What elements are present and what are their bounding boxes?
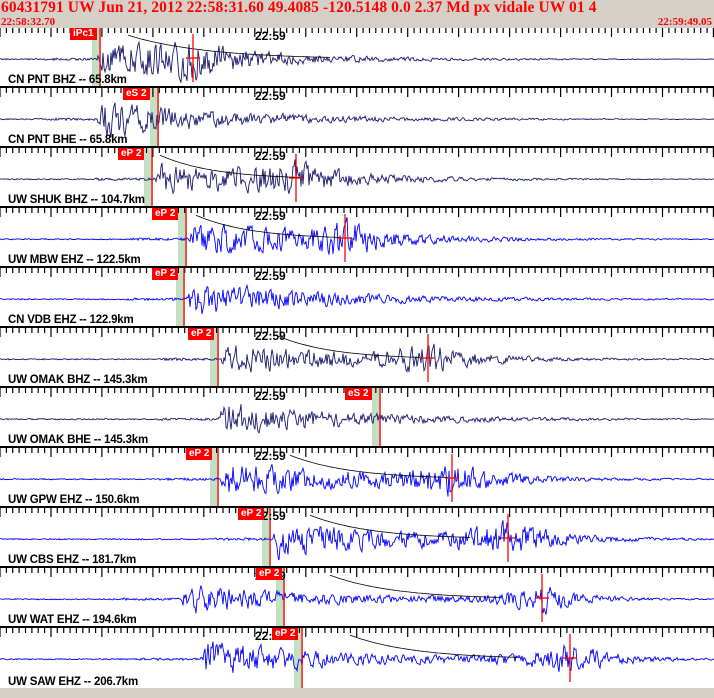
phase-pick-label[interactable]: eP 2 xyxy=(118,148,145,160)
waveform-plot xyxy=(0,268,714,326)
event-header-title: 60431791 UW Jun 21, 2012 22:58:31.60 49.… xyxy=(1,0,597,16)
station-channel-label: CN PNT BHZ -- 65.8km xyxy=(8,74,127,86)
phase-pick-label[interactable]: eS 2 xyxy=(345,388,372,400)
trace-panel[interactable]: eP 2 22:59 UW OMAK BHZ -- 145.3km xyxy=(0,328,714,388)
time-axis-label: 22:59 xyxy=(255,89,286,103)
time-axis-label: 22:59 xyxy=(255,149,286,163)
trace-panel[interactable]: eS 2 22:59 CN PNT BHE -- 65.8km xyxy=(0,88,714,148)
station-channel-label: UW MBW EHZ -- 122.5km xyxy=(8,254,141,266)
time-axis-label: 22:59 xyxy=(255,269,286,283)
phase-pick-label[interactable]: eP 2 xyxy=(238,508,265,520)
station-channel-label: UW OMAK BHZ -- 145.3km xyxy=(8,374,148,386)
waveform-plot xyxy=(0,388,714,446)
station-channel-label: UW SAW EHZ -- 206.7km xyxy=(8,676,138,688)
trace-panel[interactable]: eP 2 22:59 UW SHUK BHZ -- 104.7km xyxy=(0,148,714,208)
phase-pick-label[interactable]: eP 2 xyxy=(152,268,179,280)
trace-panel[interactable]: eS 2 22:59 UW OMAK BHE -- 145.3km xyxy=(0,388,714,448)
phase-pick-label[interactable]: eS 2 xyxy=(123,88,150,100)
time-axis-label: 22:59 xyxy=(255,29,286,43)
station-channel-label: UW OMAK BHE -- 145.3km xyxy=(8,434,149,446)
phase-pick-label[interactable]: eP 2 xyxy=(186,448,213,460)
station-channel-label: UW GPW EHZ -- 150.6km xyxy=(8,494,140,506)
station-channel-label: UW SHUK BHZ -- 104.7km xyxy=(8,194,145,206)
phase-pick-label[interactable]: eP 2 xyxy=(188,328,215,340)
waveform-plot xyxy=(0,328,714,386)
waveform-plot xyxy=(0,448,714,506)
time-axis-label: 22:59 xyxy=(255,209,286,223)
time-axis-label: 22:59 xyxy=(255,389,286,403)
waveform-plot xyxy=(0,628,714,688)
waveform-plot xyxy=(0,208,714,266)
trace-panel[interactable]: eP 2 22:59 UW SAW EHZ -- 206.7km xyxy=(0,628,714,688)
phase-pick-label[interactable]: iPc1 xyxy=(70,28,97,40)
time-axis-label: 22:59 xyxy=(255,449,286,463)
trace-panel[interactable]: eP 2 22:59 UW CBS EHZ -- 181.7km xyxy=(0,508,714,568)
trace-panel[interactable]: iPc1 22:59 CN PNT BHZ -- 65.8km xyxy=(0,28,714,88)
station-channel-label: UW CBS EHZ -- 181.7km xyxy=(8,554,137,566)
phase-pick-label[interactable]: eP 2 xyxy=(152,208,179,220)
waveform-plot xyxy=(0,568,714,626)
trace-panel[interactable]: eP 2 22:59 UW MBW EHZ -- 122.5km xyxy=(0,208,714,268)
station-channel-label: UW WAT EHZ -- 194.6km xyxy=(8,614,137,626)
trace-panel[interactable]: eP 2 22:59 CN VDB EHZ -- 122.9km xyxy=(0,268,714,328)
event-header: 60431791 UW Jun 21, 2012 22:58:31.60 49.… xyxy=(0,0,714,30)
window-end-time: 22:59:49.05 xyxy=(657,16,712,28)
trace-stack: iPc1 22:59 CN PNT BHZ -- 65.8km eS 2 22:59 CN… xyxy=(0,28,714,698)
station-channel-label: CN VDB EHZ -- 122.9km xyxy=(8,314,134,326)
trace-panel[interactable]: eP 2 22:59 UW GPW EHZ -- 150.6km xyxy=(0,448,714,508)
phase-pick-label[interactable]: eP 2 xyxy=(272,628,299,640)
phase-pick-label[interactable]: eP 2 xyxy=(256,568,283,580)
window-start-time: 22:58:32.70 xyxy=(1,16,56,28)
time-axis-label: 22:59 xyxy=(255,329,286,343)
station-channel-label: CN PNT BHE -- 65.8km xyxy=(8,134,128,146)
